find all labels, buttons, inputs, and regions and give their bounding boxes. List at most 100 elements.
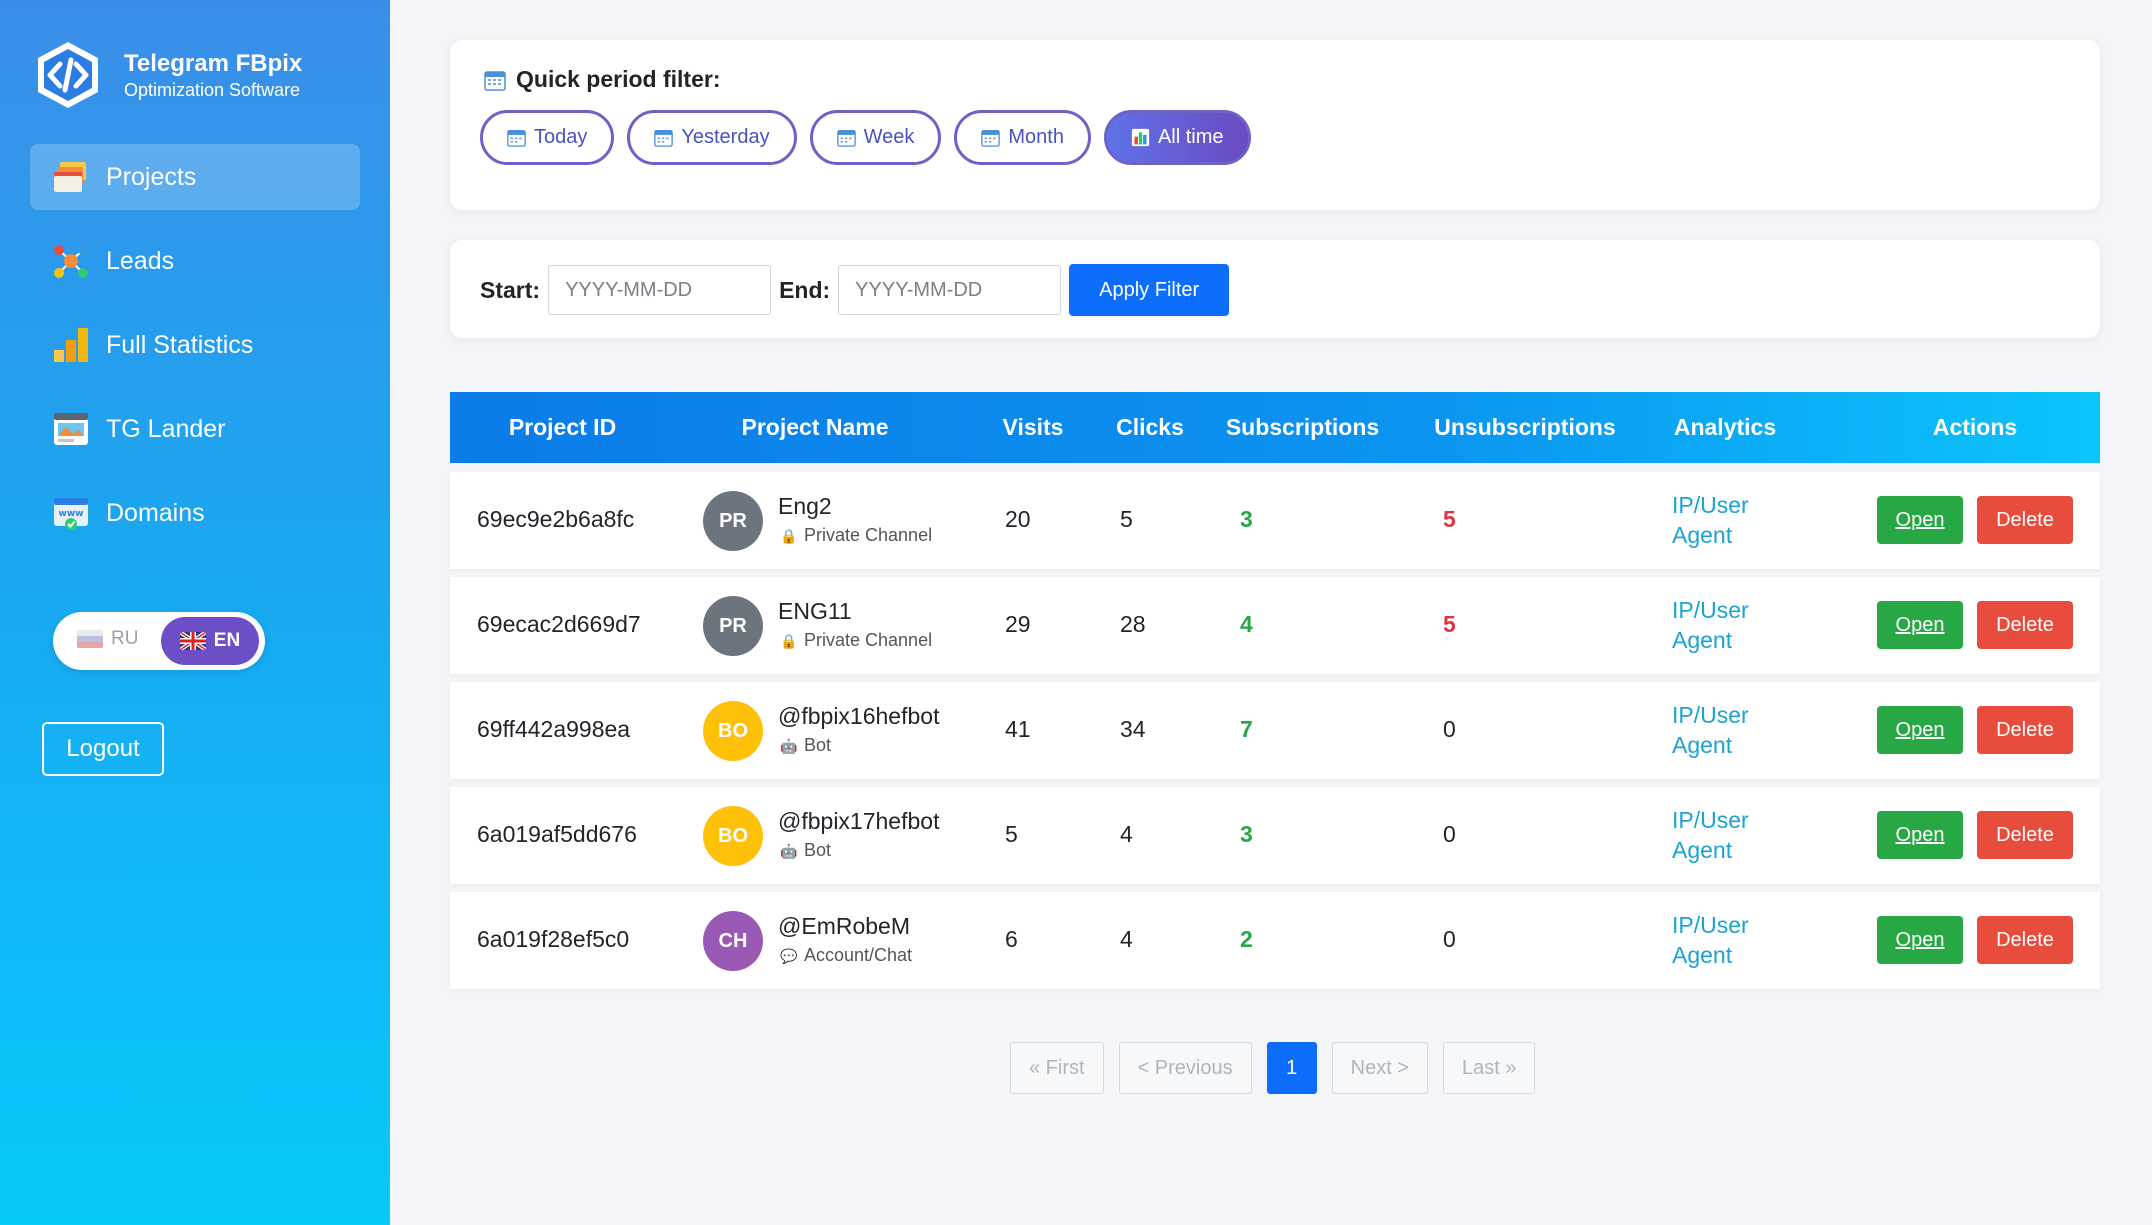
visits-value: 6 (1005, 926, 1018, 952)
date-range-filter-card: Start: End: Apply Filter (450, 240, 2100, 338)
project-name: Eng2 (778, 493, 832, 519)
avatar: PR (703, 491, 763, 551)
apply-filter-button[interactable]: Apply Filter (1069, 264, 1230, 316)
ip-user-agent-link[interactable]: IP/User Agent (1672, 490, 1782, 550)
period-label: All time (1157, 126, 1224, 148)
avatar: BO (703, 701, 763, 761)
clicks-value: 28 (1120, 611, 1146, 637)
quick-filter-title-text: Quick period filter: (516, 66, 721, 92)
column-header-unsubscriptions: Unsubscriptions (1434, 414, 1616, 440)
project-type-label: Private Channel (804, 630, 933, 650)
project-id: 69ff442a998ea (477, 716, 631, 742)
analytics-line: Agent (1672, 627, 1733, 653)
clicks-value: 34 (1120, 716, 1146, 742)
delete-button[interactable]: Delete (1977, 811, 2073, 859)
period-month-button[interactable]: Month (954, 110, 1091, 165)
delete-button[interactable]: Delete (1977, 601, 2073, 649)
brand-subtitle: Optimization Software (124, 80, 301, 100)
pagination-last[interactable]: Last » (1442, 1042, 1536, 1094)
open-button[interactable]: Open (1877, 811, 1963, 859)
start-label: Start: (480, 276, 541, 303)
unsubscriptions-value: 0 (1443, 821, 1456, 847)
unsubscriptions-value: 5 (1443, 506, 1456, 532)
table-header: Project ID Project Name Visits Clicks Su… (450, 392, 2100, 463)
robot-icon: 🤖 (780, 737, 798, 754)
date-range-row: Start: End: Apply Filter (480, 264, 1230, 316)
period-label: Month (1008, 126, 1064, 148)
subscriptions-value: 3 (1240, 821, 1253, 847)
ip-user-agent-link[interactable]: IP/User Agent (1672, 805, 1782, 865)
end-date-input[interactable] (838, 265, 1062, 315)
pagination-current-page[interactable]: 1 (1266, 1042, 1317, 1094)
sidebar-item-full-statistics[interactable]: Full Statistics (30, 312, 360, 378)
project-id: 69ec9e2b6a8fc (477, 506, 635, 532)
open-button[interactable]: Open (1877, 706, 1963, 754)
delete-button[interactable]: Delete (1977, 706, 2073, 754)
language-ru-option[interactable]: RU (77, 628, 138, 650)
sidebar-item-domains[interactable]: www Domains (30, 480, 360, 546)
delete-button[interactable]: Delete (1977, 496, 2073, 544)
calendar-icon (484, 70, 506, 91)
table-row: 69ecac2d669d7 PR ENG11 🔒 Private Channel … (450, 577, 2100, 674)
ip-user-agent-link[interactable]: IP/User Agent (1672, 595, 1782, 655)
column-header-project-name: Project Name (741, 414, 889, 440)
pagination-first[interactable]: « First (1010, 1042, 1104, 1094)
pagination-previous[interactable]: < Previous (1118, 1042, 1252, 1094)
analytics-line: IP/User (1672, 702, 1749, 728)
sidebar-item-label: Leads (106, 246, 175, 275)
sidebar-item-tg-lander[interactable]: TG Lander (30, 396, 360, 462)
quick-filter-title: Quick period filter: (484, 66, 720, 93)
visits-value: 41 (1005, 716, 1031, 742)
sidebar: Telegram FBpix Optimization Software Pro… (0, 0, 390, 1225)
pagination-next[interactable]: Next > (1331, 1042, 1428, 1094)
column-header-subscriptions: Subscriptions (1225, 414, 1380, 440)
robot-icon: 🤖 (780, 842, 798, 859)
project-name: @EmRobeM (778, 913, 910, 939)
project-id: 6a019af5dd676 (477, 821, 637, 847)
subscriptions-value: 2 (1240, 926, 1253, 952)
column-header-project-id: Project ID (508, 414, 617, 440)
sidebar-item-label: Projects (106, 162, 197, 191)
period-today-button[interactable]: Today (480, 110, 615, 165)
project-id: 6a019f28ef5c0 (477, 926, 630, 952)
sidebar-item-leads[interactable]: Leads (30, 228, 360, 294)
calendar-icon (836, 129, 856, 147)
quick-period-filter-card: Quick period filter: Today Yesterday Wee… (450, 40, 2100, 210)
sidebar-item-label: Full Statistics (106, 330, 254, 359)
bar-chart-icon (54, 328, 88, 362)
project-type: 🔒 Private Channel (780, 630, 932, 651)
open-button[interactable]: Open (1877, 916, 1963, 964)
folders-icon (54, 162, 86, 192)
analytics-line: Agent (1672, 522, 1733, 548)
project-type-label: Private Channel (804, 525, 933, 545)
russia-flag-icon (77, 630, 103, 648)
period-pills: Today Yesterday Week Month All time (480, 110, 1264, 165)
language-en-label: EN (213, 630, 241, 651)
period-label: Today (534, 126, 588, 148)
logout-button[interactable]: Logout (42, 722, 164, 776)
brand[interactable]: Telegram FBpix Optimization Software (36, 40, 302, 110)
delete-button[interactable]: Delete (1977, 916, 2073, 964)
project-name: ENG11 (778, 598, 852, 624)
period-label: Week (863, 126, 915, 148)
start-date-input[interactable] (548, 265, 772, 315)
clicks-value: 5 (1120, 506, 1133, 532)
ip-user-agent-link[interactable]: IP/User Agent (1672, 910, 1782, 970)
lock-icon: 🔒 (780, 632, 798, 649)
analytics-line: Agent (1672, 732, 1733, 758)
language-en-option[interactable]: EN (161, 617, 259, 665)
open-button[interactable]: Open (1877, 496, 1963, 544)
project-id: 69ecac2d669d7 (477, 611, 641, 637)
language-switcher: RU EN (53, 612, 265, 670)
period-all-time-button[interactable]: All time (1103, 110, 1251, 165)
table-row: 6a019af5dd676 BO @fbpix17hefbot 🤖 Bot 5 4… (450, 787, 2100, 884)
ip-user-agent-link[interactable]: IP/User Agent (1672, 700, 1782, 760)
uk-flag-icon (179, 632, 206, 650)
project-type: 🔒 Private Channel (780, 525, 932, 546)
sidebar-item-projects[interactable]: Projects (30, 144, 360, 210)
period-yesterday-button[interactable]: Yesterday (627, 110, 797, 165)
open-button[interactable]: Open (1877, 601, 1963, 649)
project-name: @fbpix16hefbot (778, 703, 940, 729)
unsubscriptions-value: 0 (1443, 926, 1456, 952)
period-week-button[interactable]: Week (809, 110, 942, 165)
